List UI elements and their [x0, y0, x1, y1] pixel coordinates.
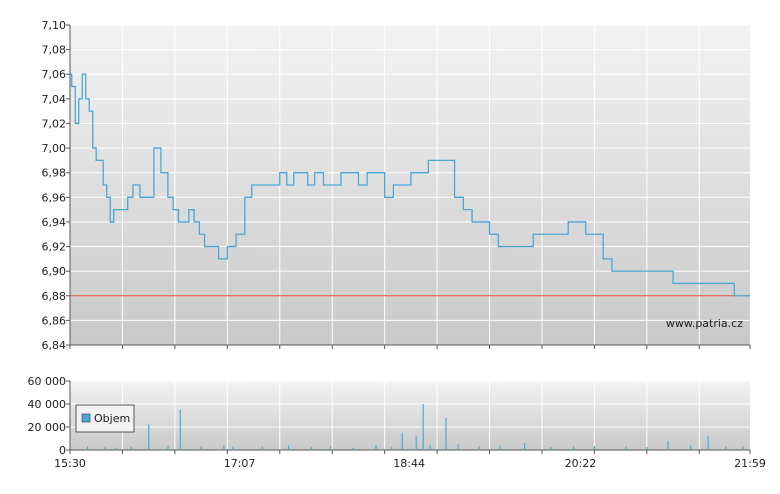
volume-bar — [352, 447, 354, 450]
volume-bar — [391, 447, 393, 450]
volume-legend: Objem — [75, 404, 135, 433]
volume-bar — [572, 446, 575, 450]
volume-bar — [179, 409, 181, 450]
watermark: www.patria.cz — [666, 317, 743, 330]
price-line — [70, 73, 750, 297]
volume-bar — [725, 446, 727, 450]
legend-label: Objem — [94, 412, 130, 425]
y-tick-label: 6,90 — [42, 265, 67, 278]
x-tick-label: 17:07 — [224, 457, 256, 470]
y-tick-label: 7,10 — [42, 19, 67, 32]
volume-bar — [114, 447, 117, 450]
y-tick-label: 6,98 — [42, 167, 67, 180]
volume-bar — [457, 444, 459, 450]
volume-bar — [148, 424, 150, 450]
y-tick-label: 6,88 — [42, 290, 67, 303]
plot-area — [70, 381, 750, 450]
price-panel: 7,10 7,08 7,06 7,04 7,02 7,00 6,98 6,96 6,94 6,92… — [42, 19, 751, 352]
y-tick-label: 6,96 — [42, 191, 67, 204]
volume-bar — [625, 446, 627, 450]
volume-bar — [646, 447, 648, 450]
volume-bar — [429, 445, 431, 450]
y-tick-label: 7,06 — [42, 68, 67, 81]
volume-bar — [707, 436, 709, 450]
volume-bar — [415, 436, 417, 450]
volume-bar — [288, 445, 290, 450]
volume-bar — [310, 447, 312, 450]
volume-bar — [690, 445, 692, 450]
volume-bar — [667, 440, 669, 450]
volume-bar — [329, 446, 332, 450]
volume-bar — [104, 447, 106, 450]
y-tick-label: 6,92 — [42, 241, 67, 254]
y-tick-label: 6,94 — [42, 216, 67, 229]
volume-bar — [167, 445, 169, 450]
volume-bar — [593, 445, 596, 450]
volume-bar — [86, 446, 89, 450]
volume-bar — [499, 445, 501, 450]
volume-bar — [375, 445, 377, 450]
y-tick-label: 40 000 — [28, 398, 67, 411]
volume-bar — [445, 417, 447, 450]
y-tick-label: 7,02 — [42, 117, 67, 130]
legend-swatch — [81, 413, 91, 423]
x-tick-label: 21:59 — [734, 457, 766, 470]
x-tick-label: 20:22 — [565, 457, 597, 470]
volume-bar — [130, 446, 132, 450]
volume-bar — [200, 446, 202, 450]
volume-bar — [223, 445, 225, 450]
volume-bar — [232, 447, 234, 450]
x-tick-label: 15:30 — [54, 457, 86, 470]
volume-bar — [261, 446, 263, 450]
y-tick-label: 0 — [59, 444, 66, 457]
volume-bar — [742, 446, 744, 450]
volume-bar — [401, 432, 403, 450]
y-tick-label: 7,00 — [42, 142, 67, 155]
y-tick-label: 6,84 — [42, 339, 67, 352]
x-tick-label: 18:44 — [393, 457, 425, 470]
volume-bar — [550, 447, 552, 450]
volume-bar — [523, 443, 526, 450]
volume-bar — [478, 446, 480, 450]
y-tick-label: 7,08 — [42, 44, 67, 57]
y-tick-label: 7,04 — [42, 93, 67, 106]
y-tick-label: 20 000 — [28, 421, 67, 434]
y-tick-label: 6,86 — [42, 314, 67, 327]
volume-bar — [422, 404, 424, 450]
volume-panel: 60 000 40 000 20 000 0 Objem 15:30 17:07 18:44 2… — [28, 375, 766, 470]
y-tick-label: 60 000 — [28, 375, 67, 388]
